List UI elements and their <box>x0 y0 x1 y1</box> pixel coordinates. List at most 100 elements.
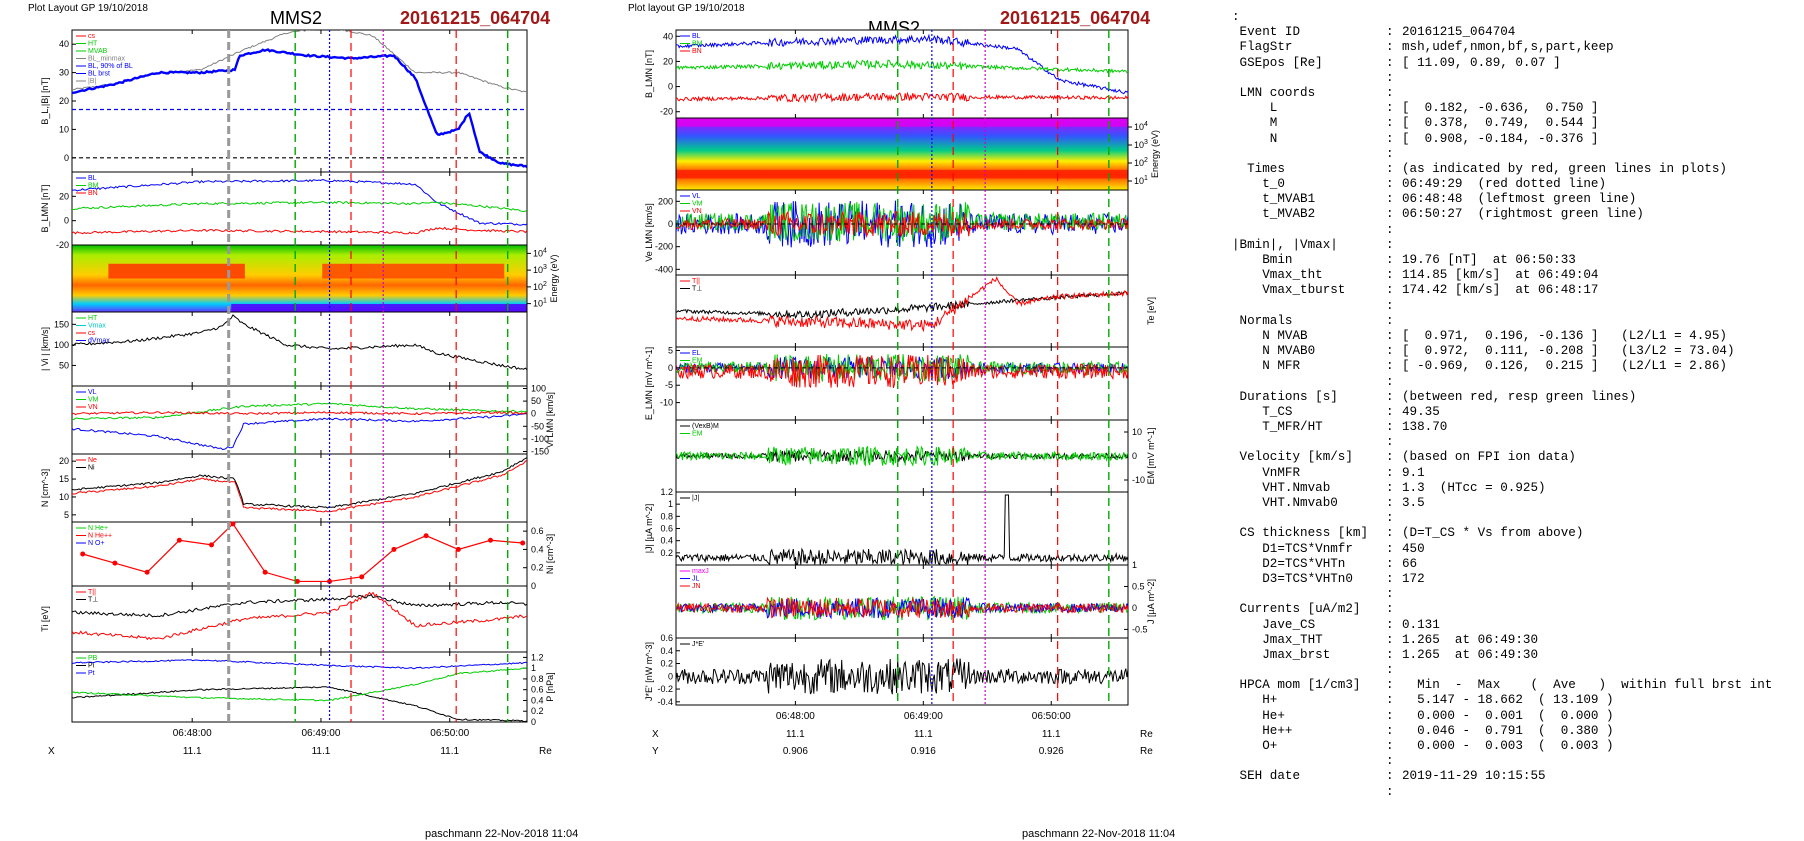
info-colon: : <box>1386 177 1394 192</box>
y-tick-label: 1 <box>531 663 536 673</box>
info-colon: : <box>1386 298 1394 313</box>
info-line: He++: 0.046 - 0.791 ( 0.380 ) <box>1232 724 1772 739</box>
info-value: 2019-11-29 10:15:55 <box>1402 769 1546 784</box>
info-line: He+: 0.000 - 0.001 ( 0.000 ) <box>1232 709 1772 724</box>
spectrogram-band <box>231 303 527 312</box>
y-tick-label: 10 <box>59 124 69 134</box>
x-tick-label: 06:49:00 <box>904 711 943 722</box>
y-tick-label: 0 <box>1132 603 1137 613</box>
y-tick-label: 0.6 <box>660 633 673 643</box>
info-line: t_0:06:49:29 (red dotted line) <box>1232 177 1772 192</box>
data-point <box>230 521 236 527</box>
legend-entry: EM <box>692 431 703 438</box>
y-tick-label: 0.2 <box>531 706 544 716</box>
series-line <box>676 596 1128 619</box>
series-line <box>676 210 1128 238</box>
panel: Te [eV] T||T⊥ <box>675 274 1156 348</box>
info-colon: : <box>1386 693 1394 708</box>
series-line <box>72 686 527 722</box>
y-axis-label: J*E' [nW m^-3] <box>644 642 654 701</box>
info-line: VHT.Nmvab:1.3 (HTcc = 0.925) <box>1232 481 1772 496</box>
legend-entry: PB <box>88 655 98 662</box>
y-axis-label: Ni [cm^-3] <box>545 534 555 574</box>
legend-entry: Pt <box>88 670 95 677</box>
legend-entry: BL <box>88 175 97 182</box>
legend-entry: maxJ <box>692 568 709 575</box>
y-axis-label: Te [eV] <box>1146 297 1156 325</box>
legend-entry: (VexB)M <box>692 423 719 430</box>
legend-entry: Vmax <box>88 323 106 330</box>
info-key: CS thickness [km] <box>1232 526 1369 541</box>
info-value: 450 <box>1402 541 1425 556</box>
y-tick-label: -0.4 <box>657 697 673 707</box>
info-key: HPCA mom [1/cm3] <box>1232 678 1361 693</box>
y-tick-label: 0.4 <box>660 646 673 656</box>
y-tick-label: -400 <box>655 264 673 274</box>
info-key: Vmax_tburst <box>1232 283 1346 298</box>
info-line: : <box>1232 754 1772 769</box>
y-tick-label: 0.6 <box>531 685 544 695</box>
legend-entry: N He+ <box>88 525 108 532</box>
info-colon: : <box>1386 116 1394 131</box>
info-colon: : <box>1386 420 1394 435</box>
y-tick-label: -150 <box>531 446 549 456</box>
y-tick-label: 40 <box>59 39 69 49</box>
footer-left: paschmann 22-Nov-2018 11:04 <box>425 828 579 840</box>
info-value: 1.3 (HTcc = 0.925) <box>1402 480 1546 495</box>
info-colon: : <box>1386 146 1394 161</box>
y-tick-label: 5 <box>64 510 69 520</box>
info-line: L: [ 0.182, -0.636, 0.750 ] <box>1232 101 1772 116</box>
info-key: FlagStr <box>1232 40 1293 55</box>
y-tick-label: 104 <box>1134 121 1148 132</box>
info-value: 0.046 - 0.791 ( 0.380 ) <box>1402 723 1614 738</box>
info-line: H+: 5.147 - 18.662 ( 13.109 ) <box>1232 693 1772 708</box>
info-value: 20161215_064704 <box>1402 25 1516 40</box>
data-point <box>209 542 215 548</box>
info-value: 1.265 at 06:49:30 <box>1402 647 1539 662</box>
info-key: N MVAB0 <box>1232 344 1316 359</box>
info-value: 06:49:29 (red dotted line) <box>1402 177 1607 192</box>
info-key: VHT.Nmvab0 <box>1232 496 1338 510</box>
info-colon: : <box>1386 632 1394 647</box>
y-tick-label: 0.4 <box>660 536 673 546</box>
y-axis-label: B_LMN [nT] <box>644 50 654 98</box>
legend-entry: JL <box>692 576 700 583</box>
info-colon: : <box>1386 723 1394 738</box>
ephemeris-value: 11.1 <box>786 729 805 740</box>
legend-entry: EL <box>692 350 701 357</box>
info-value: 1.265 at 06:49:30 <box>1402 632 1539 647</box>
data-point <box>488 537 494 543</box>
info-line: Jmax_THT:1.265 at 06:49:30 <box>1232 633 1772 648</box>
data-point <box>423 533 429 539</box>
info-colon: : <box>1386 754 1394 769</box>
y-tick-label: -0.2 <box>657 684 673 694</box>
info-line: FlagStr: msh,udef,nmon,bf,s,part,keep <box>1232 40 1772 55</box>
info-colon: : <box>1386 663 1394 678</box>
info-colon: : <box>1386 237 1394 252</box>
spectrogram-band <box>108 263 245 279</box>
x-tick-label: 06:50:00 <box>430 728 469 739</box>
ephemeris-value: 11.1 <box>183 746 202 757</box>
panel-frame <box>675 29 1129 119</box>
x-tick-label: 06:50:00 <box>1032 711 1071 722</box>
info-colon: : <box>1386 404 1394 419</box>
info-colon: : <box>1386 344 1394 359</box>
legend-entry: dVmax <box>88 338 110 345</box>
info-value: 0.000 - 0.003 ( 0.003 ) <box>1402 739 1614 753</box>
y-tick-label: 0.2 <box>660 659 673 669</box>
y-tick-label: 1 <box>668 499 673 509</box>
y-tick-label: 0 <box>64 216 69 226</box>
x-axis: 06:48:00 06:49:00 06:50:00 X 11.1 11.1 11.1 Re Y… <box>652 711 1153 757</box>
info-value: [ -0.969, 0.126, 0.215 ] (L2/L1 = 2.86) <box>1402 359 1727 374</box>
y-tick-label: 0 <box>668 363 673 373</box>
series-line <box>676 291 1128 320</box>
legend-entry: N O+ <box>88 540 105 547</box>
series-line <box>72 179 527 226</box>
info-colon: : <box>1386 647 1394 662</box>
legend-entry: |J| <box>692 495 699 502</box>
info-key: Jave_CS <box>1232 617 1316 632</box>
y-tick-label: 0.4 <box>531 695 544 705</box>
